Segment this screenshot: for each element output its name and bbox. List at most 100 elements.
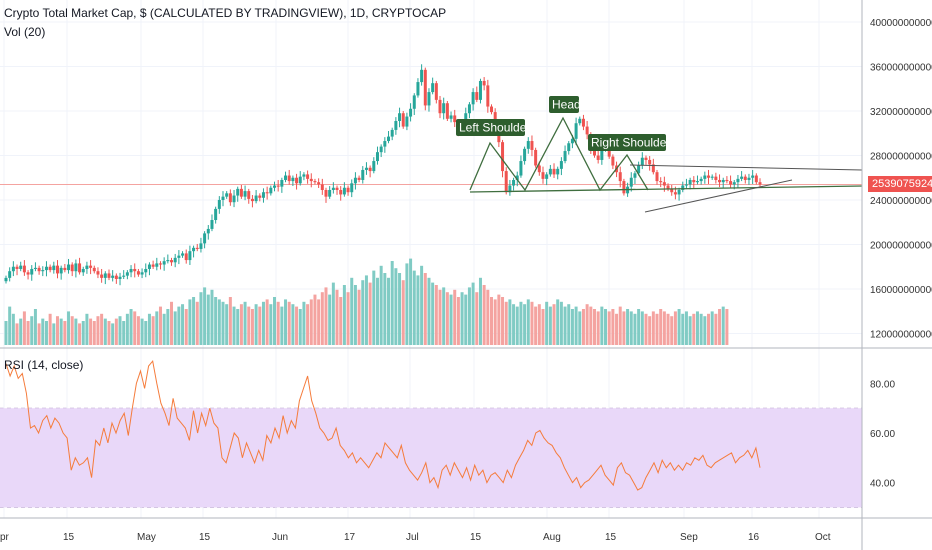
volume-bar <box>725 309 729 345</box>
volume-bar <box>567 304 571 345</box>
rsi-label[interactable]: RSI (14, close) <box>4 358 84 372</box>
volume-bar <box>515 306 519 345</box>
volume-bar <box>379 265 383 345</box>
pattern-annotation[interactable]: Right Shoulder <box>588 134 670 151</box>
candle-body <box>379 146 383 153</box>
candle-body <box>357 177 361 180</box>
volume-bar <box>276 301 280 345</box>
candle-body <box>523 148 527 162</box>
candle-body <box>486 85 490 107</box>
candle-body <box>22 265 26 273</box>
resistance-line <box>629 164 863 171</box>
volume-bar <box>4 321 8 345</box>
time-axis[interactable]: pr 15 May 15 Jun 17 Jul 15 Aug 15 Sep 16 Oct <box>0 532 831 543</box>
volume-bar <box>592 309 596 345</box>
candle-body <box>490 106 494 113</box>
volume-label[interactable]: Vol (20) <box>4 25 46 39</box>
volume-bar <box>295 306 299 345</box>
volume-bar <box>243 301 247 345</box>
time-tick-label: Sep <box>680 532 698 543</box>
candle-body <box>44 266 48 271</box>
candle-body <box>478 80 482 100</box>
candle-body <box>431 83 435 93</box>
volume-bar <box>563 306 567 345</box>
annotation-background <box>549 96 579 113</box>
candle-body <box>438 99 442 114</box>
volume-bar <box>501 297 505 345</box>
pattern-annotation[interactable]: Left Shoulder <box>456 119 530 136</box>
volume-bar <box>225 304 229 345</box>
rsi-axis[interactable]: 80.00 60.00 40.00 <box>870 379 895 489</box>
price-axis[interactable]: 400000000000 360000000000 320000000000 2800… <box>870 18 932 341</box>
candle-body <box>250 198 254 202</box>
candle-body <box>151 264 155 267</box>
candle-body <box>78 263 82 273</box>
candle-body <box>232 195 236 203</box>
support-line <box>644 179 793 213</box>
candle-body <box>681 185 685 190</box>
volume-bar <box>401 280 405 345</box>
time-tick-label: 15 <box>605 532 617 543</box>
volume-bar <box>26 321 30 345</box>
candle-body <box>552 168 556 175</box>
candle-body <box>467 104 471 114</box>
volume-bar <box>449 294 453 345</box>
volume-bar <box>221 301 225 345</box>
candle-body <box>37 267 41 272</box>
candle-body <box>662 182 666 186</box>
volume-bar <box>600 306 604 345</box>
volume-bar <box>456 297 460 345</box>
pattern-annotation[interactable]: Head <box>549 96 581 113</box>
volume-bar <box>353 285 357 345</box>
volume-bar <box>559 301 563 345</box>
last-price-tag: 253907592442 <box>868 176 932 192</box>
price-tick-label: 320000000000 <box>870 107 932 118</box>
candle-body <box>732 182 736 185</box>
volume-bar <box>530 301 534 345</box>
volume-bar <box>280 306 284 345</box>
volume-bar <box>475 292 479 345</box>
candle-body <box>530 141 534 150</box>
volume-bar <box>317 299 321 345</box>
volume-bar <box>398 273 402 345</box>
candle-body <box>648 159 652 165</box>
candle-body <box>409 108 413 117</box>
volume-bar <box>346 292 350 345</box>
volume-bar <box>44 321 48 345</box>
volume-bar <box>618 306 622 345</box>
volume-bar <box>118 316 122 345</box>
candle-body <box>545 174 549 179</box>
volume-bar <box>504 301 508 345</box>
candle-body <box>482 80 486 86</box>
candle-body <box>556 168 560 175</box>
volume-bar <box>100 313 104 345</box>
volume-bar <box>585 304 589 345</box>
candle-body <box>504 171 508 193</box>
volume-bar <box>416 275 420 345</box>
volume-bar <box>434 285 438 345</box>
volume-bar <box>129 309 133 345</box>
volume-bar <box>331 282 335 345</box>
candle-body <box>405 116 409 127</box>
candle-body <box>107 273 111 278</box>
candle-body <box>335 187 339 190</box>
candle-body <box>548 168 552 175</box>
time-tick-label: 15 <box>470 532 482 543</box>
volume-bar <box>247 306 251 345</box>
candle-body <box>74 263 78 272</box>
candle-body <box>350 183 354 193</box>
volume-bar <box>607 311 611 345</box>
candle-body <box>96 271 100 275</box>
volume-bar <box>78 323 82 345</box>
candle-body <box>416 82 420 96</box>
volume-bar <box>125 313 129 345</box>
candle-body <box>114 275 118 279</box>
volume-bar <box>364 275 368 345</box>
volume-bar <box>41 318 45 345</box>
price-tick-label: 160000000000 <box>870 285 932 296</box>
volume-bar <box>195 301 199 345</box>
candle-body <box>254 195 258 202</box>
candle-body <box>265 192 269 194</box>
volume-bar <box>254 304 258 345</box>
